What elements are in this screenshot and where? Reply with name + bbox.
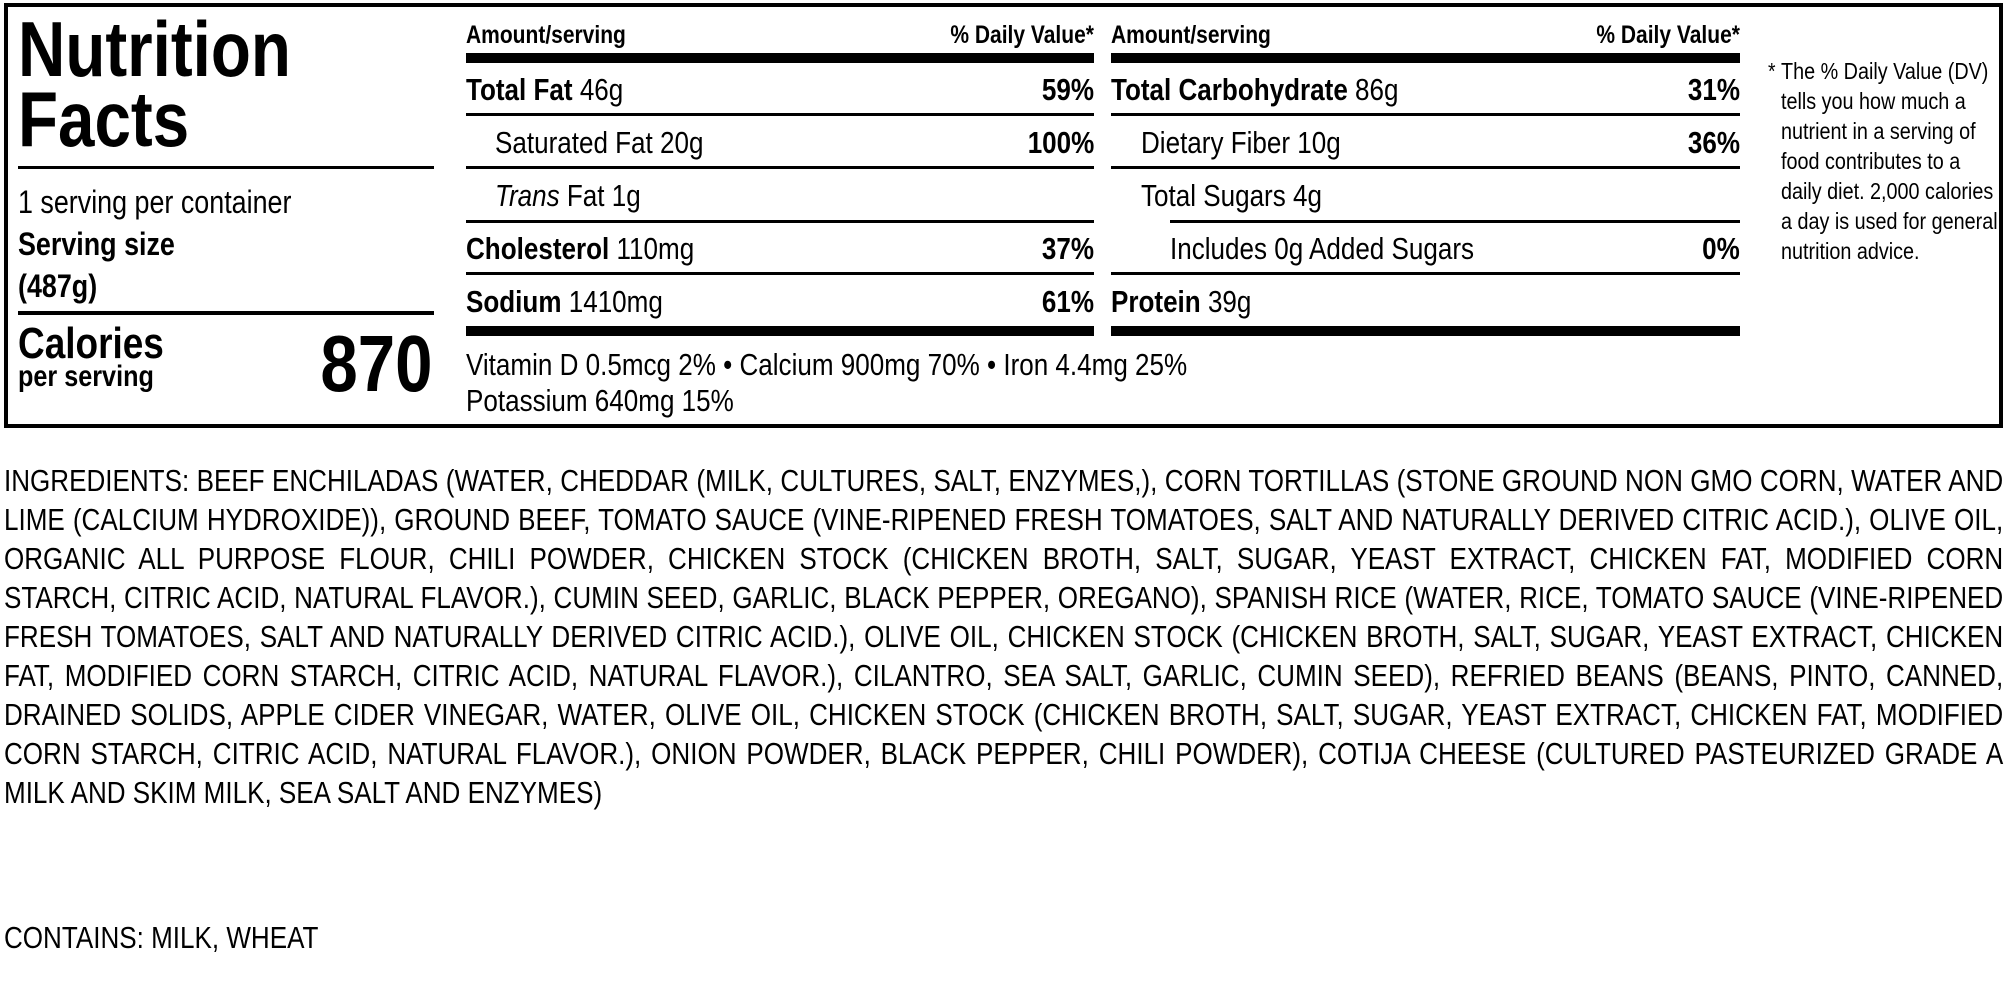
divider	[1170, 220, 1740, 223]
title-line-1: Nutrition	[18, 5, 291, 93]
amount-header: Amount/serving	[1111, 20, 1271, 49]
divider	[466, 113, 1094, 116]
row-total-sugars: Total Sugars 4g	[1141, 171, 1740, 221]
row-total-fat: Total Fat 46g 59%	[466, 65, 1094, 115]
nutrient-name: Saturated Fat	[495, 125, 653, 160]
row-total-carbohydrate: Total Carbohydrate 86g 31%	[1111, 65, 1740, 115]
nutrient-dv: 59%	[1041, 72, 1094, 107]
nutrient-dv: 37%	[1041, 231, 1094, 266]
divider	[1111, 113, 1740, 116]
nutrient-name: Total Sugars	[1141, 178, 1286, 213]
nutrient-amount: 39g	[1207, 284, 1252, 319]
nutrient-amount: 46g	[579, 72, 624, 107]
micronutrients-line-1: Vitamin D 0.5mcg 2% • Calcium 900mg 70% …	[466, 347, 1188, 382]
nutrient-name: Cholesterol	[466, 231, 610, 266]
serving-size-value: (487g)	[18, 268, 98, 304]
divider	[466, 166, 1094, 169]
dv-header: % Daily Value*	[1596, 20, 1740, 49]
nutrient-amount: 86g	[1355, 72, 1399, 107]
row-sodium: Sodium 1410mg 61%	[466, 277, 1094, 327]
divider	[18, 166, 434, 169]
nutrient-dv: 61%	[1041, 284, 1094, 319]
footnote-text: The % Daily Value (DV) tells you how muc…	[1781, 58, 1998, 264]
nutrient-dv: 31%	[1687, 72, 1740, 107]
row-trans-fat: Trans Fat 1g	[495, 171, 1094, 221]
column-header: Amount/serving % Daily Value*	[466, 20, 1094, 50]
thick-bar	[1111, 53, 1740, 63]
row-cholesterol: Cholesterol 110mg 37%	[466, 224, 1094, 274]
row-added-sugars: Includes 0g Added Sugars 0%	[1170, 224, 1740, 274]
servings-per-container: 1 serving per container	[18, 184, 292, 220]
nutrient-amount: 1g	[611, 178, 641, 213]
nutrient-amount: 1410mg	[568, 284, 663, 319]
nutrient-amount: 20g	[660, 125, 704, 160]
nutrient-name: Trans	[495, 178, 560, 213]
divider	[466, 220, 1094, 223]
calories-per-serving: per serving	[18, 360, 154, 393]
nutrient-dv: 100%	[1027, 125, 1094, 160]
nutrient-name: Sodium	[466, 284, 562, 319]
title-line-2: Facts	[18, 75, 190, 163]
nutrient-dv: 36%	[1687, 125, 1740, 160]
micronutrients-line-2: Potassium 640mg 15%	[466, 383, 734, 418]
nutrient-name: Total Fat	[466, 72, 573, 107]
nutrition-facts-panel	[4, 3, 2003, 428]
thick-bar	[466, 53, 1094, 63]
nutrient-amount: 10g	[1297, 125, 1341, 160]
divider	[1111, 166, 1740, 169]
footnote-asterisk: *	[1768, 58, 1776, 84]
calories-value: 870	[319, 319, 432, 408]
row-saturated-fat: Saturated Fat 20g 100%	[495, 118, 1094, 168]
divider	[466, 272, 1094, 275]
dv-header: % Daily Value*	[950, 20, 1094, 49]
bar-gap	[1094, 326, 1111, 336]
allergen-contains: CONTAINS: MILK, WHEAT	[4, 920, 319, 955]
divider	[18, 311, 434, 315]
nutrient-name: Protein	[1111, 284, 1201, 319]
divider	[1111, 272, 1740, 275]
nutrient-name-rest: Fat	[566, 178, 605, 213]
nutrient-amount: 4g	[1293, 178, 1322, 213]
row-protein: Protein 39g	[1111, 277, 1740, 327]
column-header: Amount/serving % Daily Value*	[1111, 20, 1740, 50]
amount-header: Amount/serving	[466, 20, 626, 49]
nutrition-facts-title: Nutrition Facts	[18, 5, 343, 163]
nutrient-name: Dietary Fiber	[1141, 125, 1291, 160]
serving-size-label: Serving size	[18, 226, 175, 262]
ingredients-text: INGREDIENTS: BEEF ENCHILADAS (WATER, CHE…	[4, 463, 2004, 810]
row-dietary-fiber: Dietary Fiber 10g 36%	[1141, 118, 1740, 168]
nutrient-name: Includes 0g Added Sugars	[1170, 231, 1475, 266]
nutrient-name: Total Carbohydrate	[1111, 72, 1348, 107]
nutrient-amount: 110mg	[616, 231, 695, 266]
nutrient-dv: 0%	[1702, 231, 1740, 266]
calories-label: Calories	[18, 319, 164, 368]
